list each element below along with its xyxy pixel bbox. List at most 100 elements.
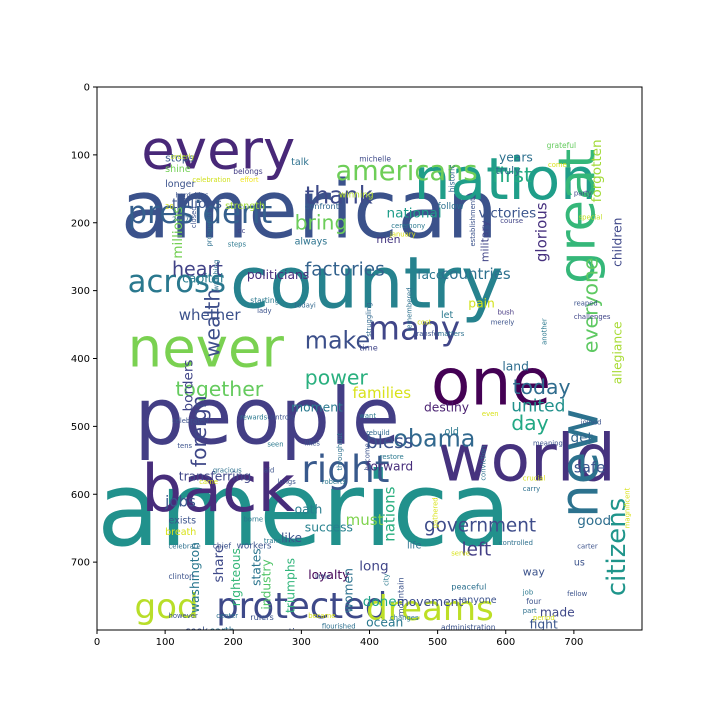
word-rebuild: rebuild [366,429,390,437]
y-tick-label: 200 [71,218,90,229]
word-justice: justice [311,629,334,637]
word-period: period [533,614,555,622]
word-carter: carter [577,543,598,551]
word-factories: factories [305,260,385,281]
word-came: came [199,478,218,486]
word-todayi: todayi [295,302,316,310]
word-transferring: transferring [179,470,251,484]
word-military: military [479,220,492,262]
word-breath: breath [165,527,196,538]
word-mountain: mountain [396,577,406,616]
word-peaceful: peaceful [451,581,486,591]
word-forgotten: forgotten [589,139,605,202]
word-jobs: jobs [164,492,196,510]
y-tick-label: 600 [71,490,90,501]
word-struggling: struggling [365,302,373,336]
word-follow: follow [438,202,464,212]
word-national: national [387,205,442,221]
word-starting: starting [250,296,279,305]
word-us: us [574,558,585,569]
word-one: one [431,346,551,421]
word-get: get [570,430,592,446]
word-four: four [526,597,542,606]
word-chief: chief [213,542,232,551]
word-american: american [121,163,498,257]
word-city: city [383,574,391,586]
word-loyalty: loyalty [308,568,349,582]
y-tick-label: 100 [71,150,90,161]
word-celebration: celebration [192,176,230,184]
word-moment: moment [291,400,343,414]
word-fight: fight [530,618,558,632]
word-power: power [305,365,369,389]
word-citizens: citizens [602,498,632,596]
word-talk: talk [291,157,309,168]
word-want: want [359,412,376,420]
word-make: make [305,326,370,354]
word-new: new [549,408,611,518]
word-good: good [577,513,611,529]
word-rulers: rulers [250,612,274,622]
word-like: like [281,531,302,545]
word-challenges: challenges [574,313,611,321]
word-old: old [444,427,458,438]
word-conviction: conviction [479,446,487,481]
word-serve: serve [451,549,470,557]
y-tick-label: 400 [71,354,90,365]
word-center: center [216,612,238,620]
word-always: always [295,236,328,247]
word-many: many [368,309,460,347]
word-remembered: remembered [406,287,414,331]
word-life: life [407,541,422,552]
word-righteous: righteous [229,548,243,606]
word-seen: seen [267,441,283,449]
word-glorious: glorious [533,202,551,262]
word-transition: transition [264,537,296,545]
word-way: way [523,566,546,579]
word-united: united [511,396,565,416]
word-establishment: establishment [469,198,477,247]
word-flourished: flourished [322,623,356,631]
word-gather: gather [601,629,629,639]
word-america: america [97,451,511,570]
word-prospered: prospered [205,212,213,246]
plot-background [97,87,642,630]
word-left: left [461,539,491,560]
word-protected: protected [216,586,387,627]
x-tick-label: 300 [292,637,311,648]
word-fellow: fellow [567,590,588,598]
word-dreams: dreams [366,589,494,629]
word-industry: industry [260,559,274,609]
word-belongs: belongs [233,167,263,176]
word-people: people [134,371,399,462]
word-grateful: grateful [547,141,576,150]
x-tick-label: 500 [428,637,447,648]
word-share: share [211,545,227,583]
word-borders: borders [180,359,196,411]
word-watching: watching [212,260,220,291]
word-dc: dc [237,227,245,235]
word-thank: thank [305,182,373,210]
word-2017: 2017 [172,215,189,223]
word-years: years [499,151,533,165]
word-michelle: michelle [359,155,391,164]
word-land: land [502,360,529,374]
word-seek: seek [186,626,209,637]
word-made: made [540,605,575,619]
word-wealth: wealth [201,289,225,357]
x-tick-label: 200 [224,637,243,648]
word-merely: merely [491,319,515,327]
x-tick-label: 600 [496,637,515,648]
word-however: however [169,612,198,620]
word-americans: americans [335,156,477,187]
y-tick-label: 500 [71,422,90,433]
word-earth: earth [209,626,234,637]
word-together: together [175,377,263,401]
word-joined: joined [580,418,602,426]
word-today: today [513,375,571,399]
word-government: government [424,516,536,537]
word-part: part [523,607,537,615]
word-winning: winning [339,191,374,201]
word-transfer: transfer [414,330,441,338]
word-steps: steps [228,241,247,249]
